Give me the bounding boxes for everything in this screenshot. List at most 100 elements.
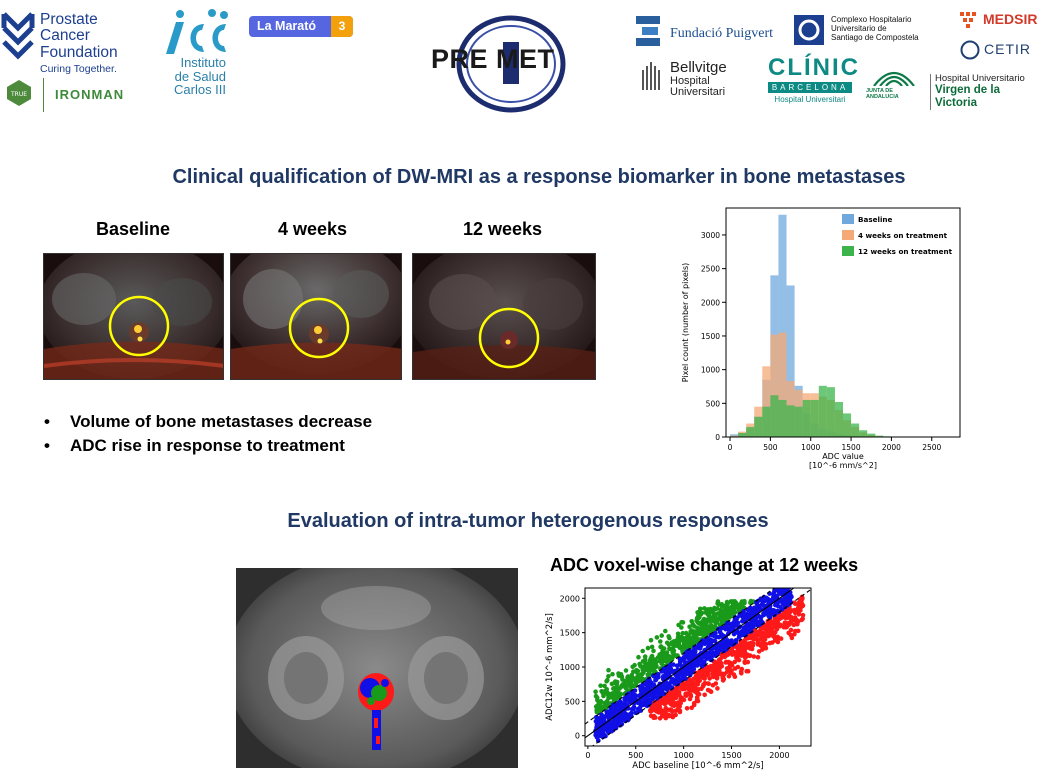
scatter-point-blue [604, 709, 609, 715]
la-marato-logo: La Marató 3 [249, 16, 353, 37]
scatter-point-green [651, 648, 656, 654]
scatter-point-red [693, 687, 699, 693]
scatter-point-green [605, 690, 611, 696]
scatter-point-blue [673, 673, 679, 678]
pcf-tagline: Curing Together. [40, 62, 117, 75]
scatter-point-red [740, 645, 745, 650]
scatter-point-red [774, 637, 780, 643]
scatter-point-green [618, 672, 623, 678]
scatter-point-green [636, 654, 641, 660]
scatter-point-blue [616, 700, 622, 706]
scatter-point-green [657, 658, 663, 664]
hist-bar [834, 401, 843, 437]
scatter-point-red [762, 637, 768, 642]
hist-bar [754, 416, 763, 437]
scatter-point-red [673, 686, 678, 692]
scatter-point-green [668, 647, 674, 652]
scatter-point-red [712, 673, 717, 679]
scatter-point-red [686, 685, 691, 691]
scatter-point-red [719, 653, 725, 659]
scatter-point-blue [596, 730, 602, 736]
scatter-point-blue [639, 699, 644, 705]
scatter-point-green [654, 635, 660, 640]
findings-list: • Volume of bone metastases decrease • ADC… [44, 410, 372, 458]
hist-y-tick-label: 2000 [701, 298, 720, 307]
column-label-4-weeks: 4 weeks [278, 219, 348, 239]
scatter-point-green [666, 642, 672, 648]
scatter-point-red [667, 707, 672, 713]
chus-logo: Complexo Hospitalario Universitario de S… [793, 12, 933, 52]
scatter-point-green [687, 624, 692, 630]
scatter-y-tick-label: 1500 [560, 629, 580, 638]
cetir-logo: CETIR [960, 38, 1040, 62]
scatter-point-green [734, 604, 739, 610]
scatter-point-green [713, 618, 718, 624]
scatter-point-red [683, 691, 688, 696]
hist-y-tick-label: 0 [715, 433, 720, 442]
scatter-point-blue [638, 684, 644, 690]
medsir-logo: MEDSIR [960, 10, 1040, 32]
hist-x-tick-label: 1500 [842, 443, 861, 452]
scatter-point-green [598, 683, 603, 688]
scatter-point-blue [610, 724, 616, 729]
mri-scan-12-weeks [412, 253, 596, 380]
scatter-point-green [712, 605, 717, 611]
scatter-point-blue [656, 674, 661, 680]
scatter-title: ADC voxel-wise change at 12 weeks [550, 555, 859, 575]
scatter-point-red [749, 646, 755, 652]
hist-y-tick-label: 1500 [701, 332, 720, 341]
clinic-line1: CLÍNIC [768, 54, 860, 81]
scatter-point-blue [775, 593, 780, 599]
ironman-logo: TRUE IRONMAN [0, 75, 150, 115]
scatter-point-blue [767, 614, 773, 620]
scatter-point-blue [764, 608, 769, 614]
scatter-point-green [649, 654, 654, 659]
scatter-point-green [658, 639, 663, 644]
bellvitge-bars-icon [642, 62, 660, 90]
mri-scan-baseline [43, 253, 224, 380]
scatter-point-green [617, 691, 623, 696]
scatter-point-blue [644, 679, 650, 685]
scatter-point-blue [623, 711, 628, 717]
pcf-name-line1: Prostate Cancer [40, 11, 98, 45]
scatter-point-red [751, 654, 757, 659]
scatter-point-green [640, 676, 645, 682]
bullet-dot-icon: • [44, 412, 50, 431]
scatter-point-green [707, 615, 713, 620]
hist-x-tick-label: 2000 [882, 443, 901, 452]
scatter-point-red [783, 612, 789, 618]
scatter-point-blue [612, 702, 617, 707]
hist-legend-label: 12 weeks on treatment [858, 247, 953, 256]
scatter-point-red [727, 664, 732, 670]
isc-mark-icon [166, 9, 228, 54]
scatter-point-red [745, 652, 750, 657]
true-badge-text: TRUE [10, 91, 27, 98]
hist-x-tick-label: 2500 [922, 443, 941, 452]
scatter-point-blue [733, 638, 739, 643]
scatter-point-blue [760, 602, 766, 608]
scatter-point-green [652, 657, 658, 662]
clinic-line3: Hospital Universitari [774, 95, 846, 104]
scatter-point-red [677, 708, 683, 713]
scatter-point-green [630, 664, 635, 670]
scatter-point-red [798, 596, 803, 602]
hist-bar [867, 433, 876, 437]
isc-line2: de Salud [174, 68, 226, 84]
scatter-point-green [661, 658, 666, 664]
bullet-item: • ADC rise in response to treatment [44, 434, 372, 458]
scatter-point-green [728, 599, 734, 604]
puigvert-text: Fundació Puigvert [670, 26, 774, 41]
scatter-y-tick-label: 2000 [560, 594, 580, 603]
scatter-point-green [699, 610, 705, 616]
scatter-reference-line [585, 588, 776, 725]
hvv-line1: Hospital Universitario [935, 73, 1025, 84]
scatter-point-blue [787, 585, 792, 587]
section1-title: Clinical qualification of DW-MRI as a re… [172, 166, 906, 188]
hist-bar [794, 406, 803, 437]
scatter-point-green [642, 654, 648, 659]
scatter-point-red [648, 707, 653, 713]
scatter-point-green [663, 628, 668, 634]
scatter-point-red [673, 712, 678, 718]
scatter-point-green [648, 659, 654, 665]
scatter-point-green [633, 677, 638, 683]
